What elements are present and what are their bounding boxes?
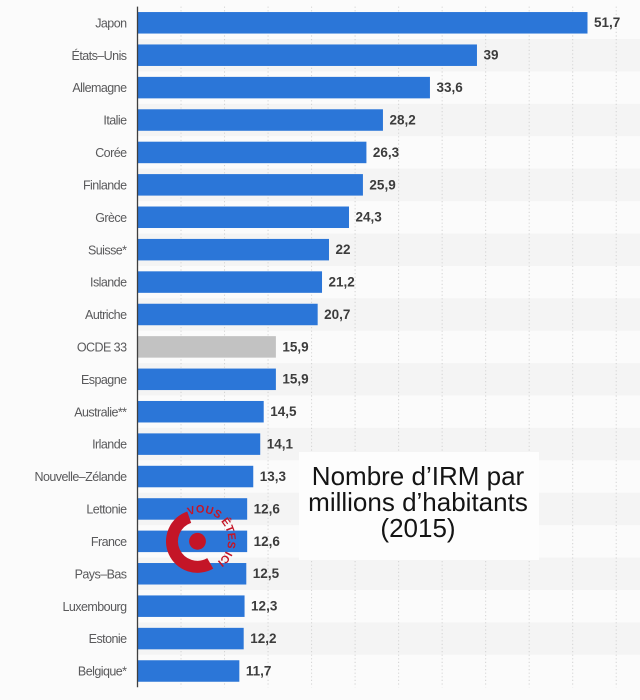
svg-text:26,3: 26,3 (373, 145, 400, 160)
svg-text:21,2: 21,2 (329, 274, 355, 289)
svg-text:13,3: 13,3 (260, 469, 287, 484)
svg-text:11,7: 11,7 (246, 663, 272, 678)
svg-text:Luxembourg: Luxembourg (63, 600, 128, 614)
svg-text:14,1: 14,1 (267, 437, 294, 452)
svg-text:Belgique*: Belgique* (78, 665, 127, 679)
svg-text:12,6: 12,6 (254, 501, 281, 516)
svg-text:Grèce: Grèce (95, 211, 127, 225)
svg-text:24,3: 24,3 (356, 210, 383, 225)
svg-text:Suisse*: Suisse* (88, 243, 127, 257)
svg-text:Irlande: Irlande (92, 438, 127, 452)
svg-text:France: France (91, 535, 127, 549)
svg-text:39: 39 (483, 48, 498, 63)
svg-text:Allemagne: Allemagne (72, 81, 127, 95)
svg-text:OCDE 33: OCDE 33 (77, 341, 127, 355)
svg-text:Finlande: Finlande (83, 178, 127, 192)
svg-text:51,7: 51,7 (594, 15, 620, 30)
svg-text:12,6: 12,6 (254, 534, 281, 549)
svg-text:12,5: 12,5 (253, 566, 280, 581)
svg-text:États–Unis: États–Unis (72, 48, 127, 63)
svg-text:14,5: 14,5 (270, 404, 297, 419)
svg-text:Espagne: Espagne (81, 373, 127, 387)
svg-text:15,9: 15,9 (282, 339, 308, 354)
svg-text:15,9: 15,9 (282, 372, 308, 387)
svg-text:Lettonie: Lettonie (86, 503, 127, 517)
svg-text:22: 22 (335, 242, 350, 257)
svg-text:Japon: Japon (95, 16, 127, 30)
svg-text:33,6: 33,6 (436, 80, 463, 95)
svg-text:12,3: 12,3 (251, 599, 278, 614)
svg-text:Australie**: Australie** (74, 405, 127, 419)
svg-text:Estonie: Estonie (89, 632, 127, 646)
svg-text:Nouvelle–Zélande: Nouvelle–Zélande (35, 470, 128, 484)
svg-text:Islande: Islande (90, 276, 127, 290)
svg-text:12,2: 12,2 (250, 631, 276, 646)
svg-text:25,9: 25,9 (369, 177, 395, 192)
svg-text:28,2: 28,2 (389, 112, 415, 127)
svg-text:20,7: 20,7 (324, 307, 350, 322)
svg-text:Autriche: Autriche (85, 308, 127, 322)
svg-text:Italie: Italie (103, 114, 127, 128)
svg-text:(2015): (2015) (380, 513, 455, 543)
svg-text:Pays–Bas: Pays–Bas (75, 567, 127, 581)
svg-text:Corée: Corée (95, 146, 127, 160)
